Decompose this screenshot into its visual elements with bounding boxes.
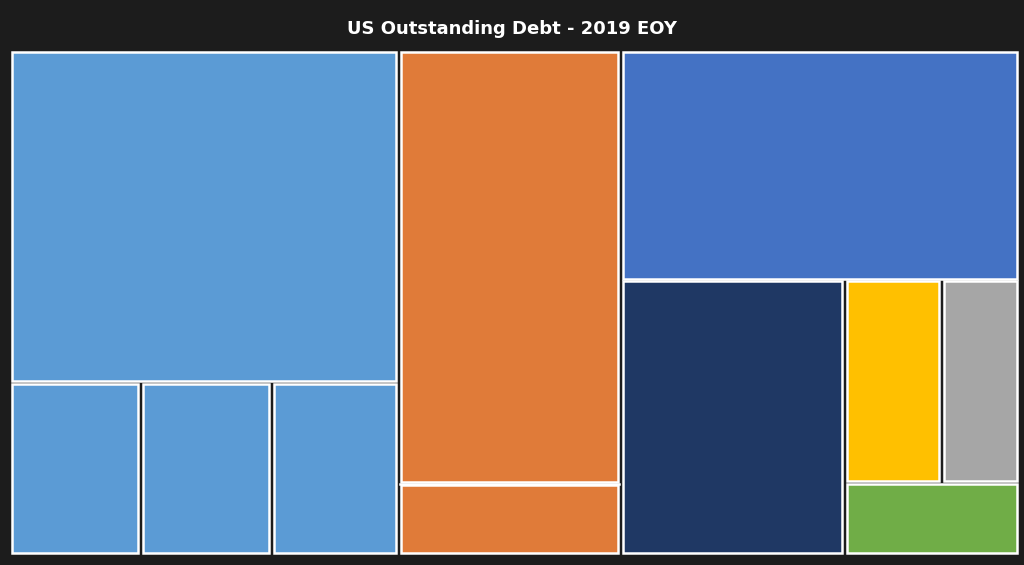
Text: Treasury Securities: $16.7T: Treasury Securities: $16.7T <box>19 62 255 77</box>
Text: Agency: $8.8T: Agency: $8.8T <box>412 389 523 403</box>
Text: US Outstanding Debt - 2019 EOY: US Outstanding Debt - 2019 EOY <box>347 20 677 38</box>
Text: TIPS:
$1.5T: TIPS: $1.5T <box>315 454 355 482</box>
Text: Asset-
Backed
Sec:
$1.7T: Asset- Backed Sec: $1.7T <box>955 352 1006 410</box>
Text: Federal
Agency
Sec: $1.8T: Federal Agency Sec: $1.8T <box>856 360 930 403</box>
Text: Bonds
(>=10 years):
$2.4T: Bonds (>=10 years): $2.4T <box>157 447 255 490</box>
Text: Corporate Bonds: $9.6T: Corporate Bonds: $9.6T <box>631 250 835 265</box>
Text: Non-Agency: $1.5T: Non-Agency: $1.5T <box>412 512 560 526</box>
Text: Money Mkts: $1.0T: Money Mkts: $1.0T <box>854 511 1002 525</box>
Text: Bills
(<2 years):
$2.4T: Bills (<2 years): $2.4T <box>35 447 115 490</box>
Text: Mortgage-Backed
Securities: $10.3T: Mortgage-Backed Securities: $10.3T <box>412 64 567 97</box>
Text: Municipal
Securities: $3.9T: Municipal Securities: $3.9T <box>667 490 799 520</box>
Text: Notes (2 - 10 years): $9.9T: Notes (2 - 10 years): $9.9T <box>19 347 229 361</box>
